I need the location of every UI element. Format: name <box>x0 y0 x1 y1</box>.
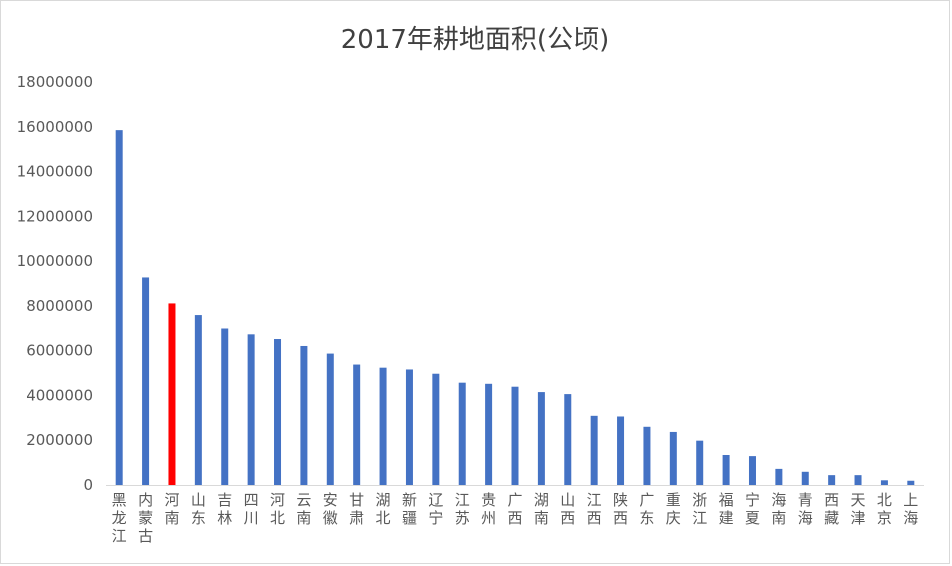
x-tick-label: 北京 <box>877 491 892 527</box>
x-tick-label: 吉林 <box>217 491 232 527</box>
bar-6 <box>274 339 282 485</box>
x-axis-labels: 黑龙江内蒙古河南山东吉林四川河北云南安徽甘肃湖北新疆辽宁江苏贵州广西湖南山西江西… <box>112 491 919 545</box>
x-tick-label: 广西 <box>507 491 522 527</box>
x-tick-label: 西藏 <box>824 491 839 527</box>
y-tick-label: 12000000 <box>17 207 93 225</box>
y-tick-label: 8000000 <box>26 297 93 315</box>
bar-21 <box>669 431 677 485</box>
bar-3 <box>194 315 202 485</box>
x-tick-label: 四川 <box>244 491 259 527</box>
bar-9 <box>353 364 361 485</box>
y-tick-label: 2000000 <box>26 431 93 449</box>
x-tick-label: 福建 <box>719 491 734 527</box>
x-tick-label: 广东 <box>639 491 654 527</box>
x-tick-label: 上海 <box>903 491 918 527</box>
bar-4 <box>221 328 229 485</box>
bar-22 <box>696 440 704 485</box>
x-tick-label: 江西 <box>587 491 602 527</box>
x-tick-label: 湖南 <box>534 491 549 527</box>
bar-20 <box>643 426 651 485</box>
bar-13 <box>458 382 466 485</box>
bar-2 <box>168 303 176 485</box>
bar-5 <box>247 334 255 485</box>
x-tick-label: 辽宁 <box>428 491 443 527</box>
x-tick-label: 陕西 <box>613 491 628 527</box>
x-tick-label: 新疆 <box>402 491 417 527</box>
x-tick-label: 宁夏 <box>745 491 760 527</box>
x-tick-label: 甘肃 <box>349 491 364 527</box>
bar-12 <box>432 373 440 485</box>
y-tick-label: 18000000 <box>17 73 93 91</box>
bar-8 <box>326 353 334 485</box>
bar-23 <box>722 455 730 485</box>
x-tick-label: 湖北 <box>376 491 391 527</box>
bar-30 <box>907 480 915 485</box>
bar-1 <box>142 277 150 485</box>
x-tick-label: 黑龙江 <box>112 491 127 545</box>
x-tick-label: 河南 <box>164 491 179 527</box>
x-tick-label: 江苏 <box>455 491 470 527</box>
x-tick-label: 山东 <box>191 491 206 527</box>
y-tick-label: 16000000 <box>17 118 93 136</box>
bar-27 <box>828 475 836 485</box>
bar-28 <box>854 475 862 485</box>
x-tick-label: 河北 <box>270 491 285 527</box>
bar-24 <box>748 456 756 485</box>
x-tick-label: 重庆 <box>666 491 681 527</box>
y-tick-label: 4000000 <box>26 386 93 404</box>
x-tick-label: 青海 <box>798 491 813 527</box>
x-tick-label: 浙江 <box>692 491 707 527</box>
y-tick-label: 6000000 <box>26 342 93 360</box>
y-axis-labels: 0 2000000 4000000 6000000 8000000 10000000 120… <box>17 73 93 494</box>
y-tick-label: 14000000 <box>17 163 93 181</box>
x-tick-label: 安徽 <box>323 491 338 527</box>
x-tick-label: 云南 <box>296 491 311 527</box>
x-tick-label: 海南 <box>771 491 786 527</box>
bar-0 <box>115 130 123 485</box>
bar-25 <box>775 468 783 485</box>
bar-7 <box>300 345 308 485</box>
x-tick-label: 山西 <box>560 491 575 527</box>
bar-26 <box>801 471 809 485</box>
x-tick-label: 贵州 <box>481 491 496 527</box>
bar-15 <box>511 386 519 485</box>
bars <box>115 130 915 485</box>
y-tick-label: 10000000 <box>17 252 93 270</box>
y-tick-label: 0 <box>83 476 93 494</box>
bar-19 <box>617 416 625 485</box>
bar-14 <box>485 383 493 485</box>
bar-18 <box>590 415 598 485</box>
x-tick-label: 天津 <box>851 491 866 527</box>
bar-17 <box>564 394 572 485</box>
chart-title: 2017年耕地面积(公顷) <box>340 25 610 55</box>
bar-29 <box>880 480 888 485</box>
bar-11 <box>405 369 413 485</box>
bar-10 <box>379 367 387 485</box>
bar-16 <box>537 392 545 485</box>
x-tick-label: 内蒙古 <box>138 491 153 545</box>
